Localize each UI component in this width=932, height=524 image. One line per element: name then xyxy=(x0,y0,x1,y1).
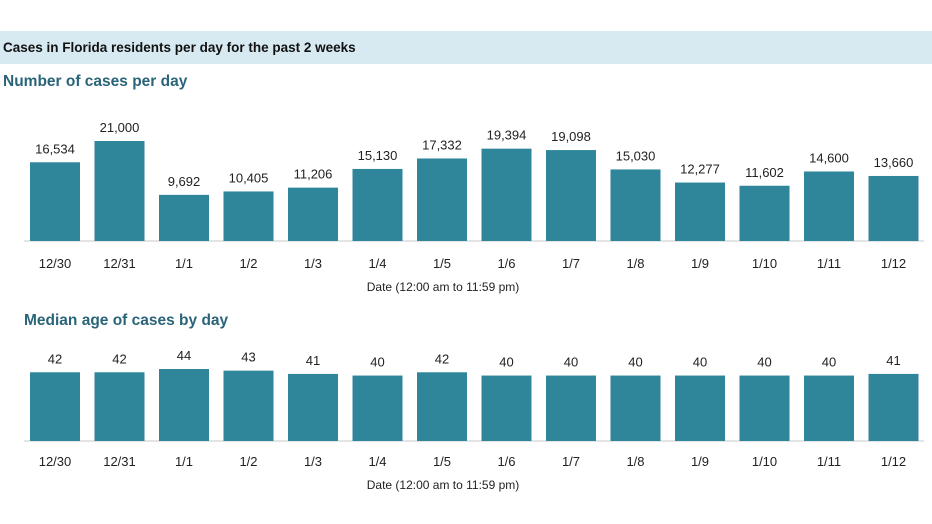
bar xyxy=(546,375,596,441)
data-label: 13,660 xyxy=(874,155,914,170)
cases-per-day-chart: 16,534 12/30 21,000 12/31 9,692 1/1 10,405 1/2 1… xyxy=(24,120,924,294)
x-tick-label: 1/11 xyxy=(817,256,841,271)
x-axis-label: Date (12:00 am to 11:59 pm) xyxy=(367,280,520,294)
bar xyxy=(352,375,403,441)
bar xyxy=(30,372,80,441)
x-tick-label: 1/3 xyxy=(304,256,322,271)
data-label: 9,692 xyxy=(168,174,201,189)
bar xyxy=(417,158,467,241)
data-label: 16,534 xyxy=(35,141,75,156)
bar xyxy=(352,168,403,241)
bar xyxy=(675,182,725,241)
bar xyxy=(675,375,725,441)
x-tick-label: 1/9 xyxy=(691,454,709,469)
data-label: 42 xyxy=(48,351,62,366)
bar xyxy=(868,373,919,441)
chart-title-median-age: Median age of cases by day xyxy=(24,312,229,329)
data-label: 19,394 xyxy=(487,128,527,143)
data-label: 44 xyxy=(177,348,191,363)
x-tick-label: 1/12 xyxy=(881,256,906,271)
x-tick-label: 1/2 xyxy=(239,256,257,271)
bar xyxy=(94,372,145,441)
x-tick-label: 1/4 xyxy=(368,256,386,271)
x-tick-label: 1/3 xyxy=(304,454,322,469)
x-tick-label: 1/10 xyxy=(752,256,777,271)
bar xyxy=(804,375,854,441)
x-tick-label: 1/12 xyxy=(881,454,906,469)
data-label: 40 xyxy=(564,355,578,370)
x-tick-label: 12/31 xyxy=(103,454,136,469)
x-tick-label: 1/4 xyxy=(368,454,386,469)
data-label: 14,600 xyxy=(809,150,849,165)
x-axis-label: Date (12:00 am to 11:59 pm) xyxy=(367,478,520,492)
x-tick-label: 1/7 xyxy=(562,256,580,271)
bar xyxy=(610,375,661,441)
bar xyxy=(739,375,790,441)
data-label: 15,130 xyxy=(358,148,398,163)
data-label: 40 xyxy=(822,355,836,370)
x-tick-label: 1/6 xyxy=(497,256,515,271)
data-label: 21,000 xyxy=(100,120,140,135)
data-label: 40 xyxy=(757,355,771,370)
data-label: 41 xyxy=(306,353,320,368)
bar xyxy=(481,148,532,241)
x-tick-label: 1/8 xyxy=(626,454,644,469)
data-label: 41 xyxy=(886,353,900,368)
x-tick-label: 12/30 xyxy=(39,454,72,469)
page-title: Cases in Florida residents per day for t… xyxy=(3,40,356,55)
data-label: 15,030 xyxy=(616,148,656,163)
data-label: 40 xyxy=(693,355,707,370)
bar xyxy=(159,369,209,441)
data-label: 19,098 xyxy=(551,129,591,144)
data-label: 40 xyxy=(370,355,384,370)
x-tick-label: 1/8 xyxy=(626,256,644,271)
bar xyxy=(417,372,467,441)
data-label: 11,206 xyxy=(294,167,333,182)
data-label: 10,405 xyxy=(229,170,269,185)
x-tick-label: 1/2 xyxy=(239,454,257,469)
x-tick-label: 1/5 xyxy=(433,256,451,271)
data-label: 43 xyxy=(241,350,255,365)
bar xyxy=(159,194,209,241)
bar xyxy=(223,370,274,441)
bar xyxy=(804,171,854,241)
x-tick-label: 1/11 xyxy=(817,454,841,469)
bar xyxy=(481,375,532,441)
data-label: 17,332 xyxy=(422,137,462,152)
x-tick-label: 12/31 xyxy=(103,256,136,271)
x-tick-label: 1/1 xyxy=(175,454,193,469)
x-tick-label: 1/10 xyxy=(752,454,777,469)
bar xyxy=(739,185,790,241)
x-tick-label: 12/30 xyxy=(39,256,72,271)
data-label: 42 xyxy=(435,351,449,366)
median-age-chart: 42 12/30 42 12/31 44 1/1 43 1/2 41 1/3 40 1/4 42 1/5 4… xyxy=(24,348,924,492)
bar xyxy=(288,373,338,441)
x-tick-label: 1/7 xyxy=(562,454,580,469)
data-label: 11,602 xyxy=(745,165,784,180)
bar xyxy=(868,175,919,241)
chart-title-cases: Number of cases per day xyxy=(3,73,188,90)
x-tick-label: 1/5 xyxy=(433,454,451,469)
bar xyxy=(94,141,145,241)
bar xyxy=(30,162,80,241)
bar xyxy=(288,187,338,241)
bar xyxy=(610,169,661,241)
data-label: 42 xyxy=(112,351,126,366)
data-label: 40 xyxy=(628,355,642,370)
bar xyxy=(223,191,274,241)
bar xyxy=(546,150,596,241)
data-label: 40 xyxy=(499,355,513,370)
data-label: 12,277 xyxy=(680,162,720,177)
header-bar xyxy=(0,31,932,64)
x-tick-label: 1/9 xyxy=(691,256,709,271)
x-tick-label: 1/1 xyxy=(175,256,193,271)
x-tick-label: 1/6 xyxy=(497,454,515,469)
